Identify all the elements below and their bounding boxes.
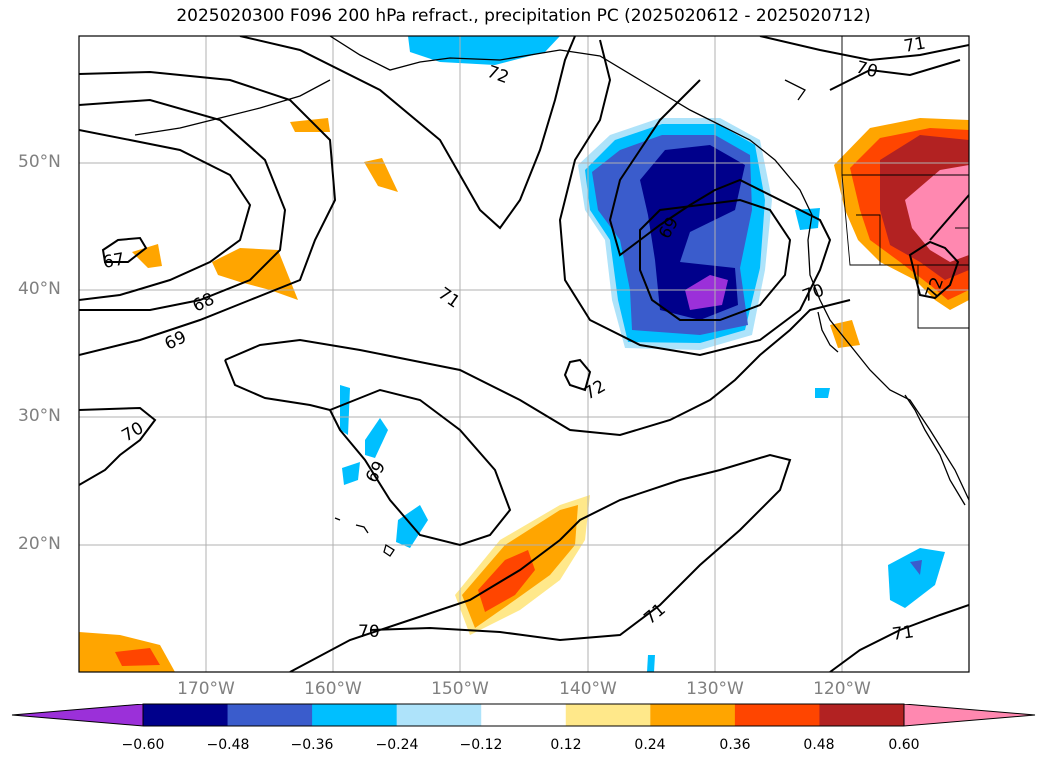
colorbar-tick: −0.48 bbox=[206, 737, 250, 753]
colorbar-swatch bbox=[227, 704, 313, 726]
colorbar-swatch bbox=[396, 704, 482, 726]
contour-label: 67 bbox=[101, 249, 126, 272]
contour-label: 71 bbox=[902, 33, 927, 56]
colorbar-extend-high bbox=[904, 704, 1035, 726]
lat-label-20n: 20°N bbox=[18, 534, 61, 554]
colorbar-tick: 0.48 bbox=[803, 737, 835, 753]
colorbar-tick: 0.60 bbox=[888, 737, 920, 753]
colorbar-swatch bbox=[312, 704, 398, 726]
colorbar-swatch bbox=[734, 704, 820, 726]
colorbar-tick: −0.24 bbox=[375, 737, 419, 753]
colorbar-tick: 0.36 bbox=[719, 737, 751, 753]
colorbar-extend-low bbox=[12, 704, 143, 726]
colorbar-tick: −0.60 bbox=[121, 737, 165, 753]
refractivity-contours bbox=[79, 36, 969, 672]
coastlines bbox=[134, 36, 969, 557]
lon-label-120w: 120°W bbox=[813, 679, 871, 699]
contour-label: 70 bbox=[358, 622, 380, 642]
colorbar-swatch bbox=[143, 704, 229, 726]
colorbar-swatch bbox=[565, 704, 651, 726]
colorbar-outline bbox=[11, 703, 1036, 727]
contour-label: 71 bbox=[891, 622, 915, 645]
lon-label-130w: 130°W bbox=[686, 679, 744, 699]
lon-label-160w: 160°W bbox=[304, 679, 362, 699]
colorbar-tick: 0.24 bbox=[634, 737, 666, 753]
colorbar-swatches bbox=[12, 704, 1035, 726]
map-title: 2025020300 F096 200 hPa refract., precip… bbox=[176, 6, 871, 26]
lon-label-140w: 140°W bbox=[559, 679, 617, 699]
lat-label-30n: 30°N bbox=[18, 406, 61, 426]
colorbar-tick: −0.36 bbox=[290, 737, 334, 753]
colorbar-swatch bbox=[481, 704, 567, 726]
lon-label-170w: 170°W bbox=[177, 679, 235, 699]
precip-positive-shading bbox=[79, 118, 969, 672]
colorbar-tick: −0.12 bbox=[459, 737, 503, 753]
lat-label-50n: 50°N bbox=[18, 152, 61, 172]
lon-label-150w: 150°W bbox=[431, 679, 489, 699]
map-frame bbox=[78, 35, 970, 673]
colorbar-swatch bbox=[650, 704, 736, 726]
colorbar-swatch bbox=[819, 704, 905, 726]
lat-label-40n: 40°N bbox=[18, 279, 61, 299]
colorbar-tick: 0.12 bbox=[550, 737, 582, 753]
